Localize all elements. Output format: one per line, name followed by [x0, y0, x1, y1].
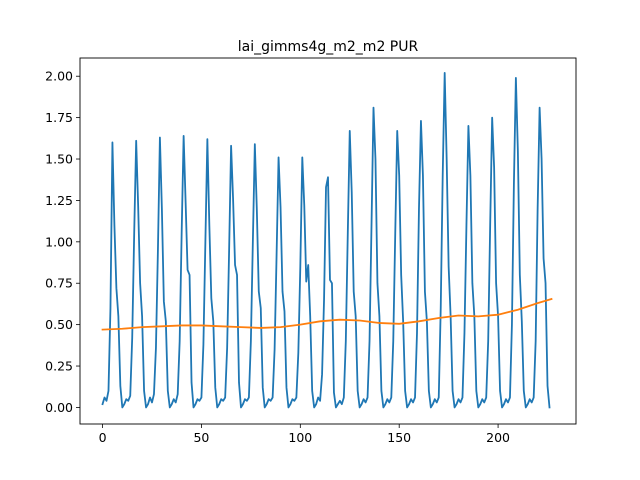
plot-frame	[79, 57, 577, 425]
y-tick-label: 1.00	[45, 234, 73, 249]
x-axis: 0 50 100 150 200	[99, 424, 510, 445]
y-tick-label: 0.00	[45, 400, 73, 415]
x-tick-label: 200	[486, 430, 510, 445]
y-tick-label: 0.50	[45, 317, 73, 332]
y-tick-label: 2.00	[45, 69, 73, 84]
x-tick-label: 50	[193, 430, 209, 445]
series-line-2	[101, 297, 553, 331]
series-layer	[101, 72, 553, 409]
y-tick-label: 1.25	[45, 193, 73, 208]
y-tick-label: 0.25	[45, 359, 73, 374]
x-tick-label: 100	[288, 430, 312, 445]
chart-title: lai_gimms4g_m2_m2 PUR	[238, 39, 419, 55]
y-tick-label: 1.50	[45, 152, 73, 167]
y-axis: 0.00 0.25 0.50 0.75 1.00 1.25 1.50 1.75 2.00	[45, 69, 80, 415]
x-tick-label: 150	[387, 430, 411, 445]
series-line-1	[101, 72, 551, 409]
y-tick-label: 0.75	[45, 276, 73, 291]
x-tick-label: 0	[99, 430, 107, 445]
y-tick-label: 1.75	[45, 110, 73, 125]
